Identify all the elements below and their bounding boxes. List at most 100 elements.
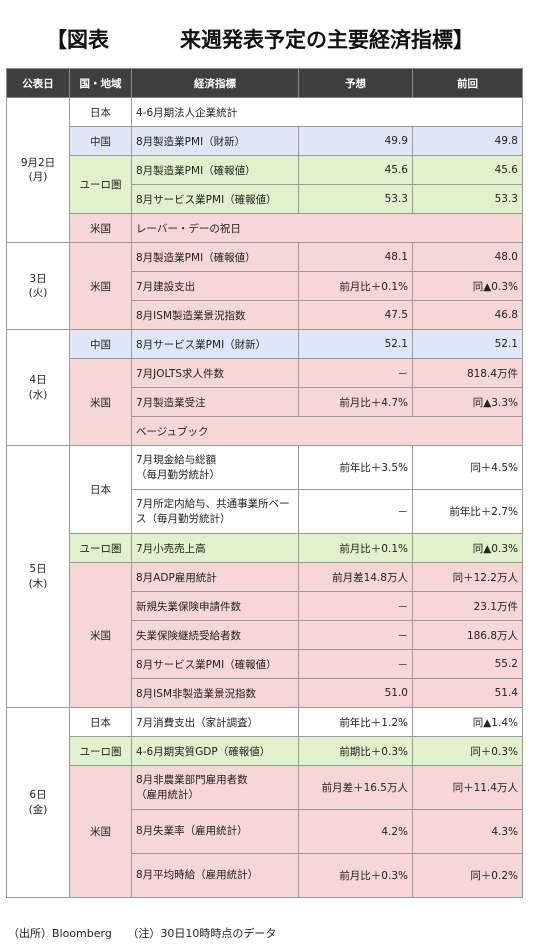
previous-value: 同▲0.3% <box>412 271 523 301</box>
title-text: 来週発表予定の主要経済指標】 <box>180 28 474 52</box>
table-row: ユーロ圏 8月製造業PMI（確報値） 45.6 45.6 <box>7 155 523 214</box>
region-cell: 米国 <box>69 358 132 446</box>
footer-source: （出所）Bloomberg <box>8 927 112 940</box>
date-cell: 3日 (火) <box>6 242 70 330</box>
table-row: 4日 (水) 中国 8月サービス業PMI（財新） 52.1 52.1 <box>6 329 523 446</box>
previous-value: 23.1万件 <box>412 591 523 621</box>
forecast-value: － <box>298 489 413 534</box>
table-row: 8月ISM非製造業景況指数 51.0 51.4 <box>7 678 523 708</box>
indicator-name: 8月平均時給（雇用統計） <box>131 853 299 898</box>
previous-value: 46.8 <box>412 300 523 330</box>
indicator-name: 8月製造業PMI（確報値） <box>131 242 299 272</box>
forecast-value: 前月比＋0.3% <box>298 853 413 898</box>
indicator-name: 4-6月期実質GDP（確報値） <box>131 736 299 766</box>
indicator-name: 7月製造業受注 <box>131 387 299 417</box>
forecast-value: 前月差14.8万人 <box>298 562 413 592</box>
table-row: 7月所定内給与、共通事業所ベース（毎月勤労統計）－前年比＋2.7% <box>7 489 523 534</box>
table-row: 米国 7月JOLTS求人件数－ 818.4万件 <box>7 358 523 446</box>
date-line: (月) <box>28 171 48 183</box>
previous-value: 4.3% <box>412 809 523 854</box>
forecast-value: 前月比＋0.1% <box>298 533 413 563</box>
indicator-name: 7月現金給与総額 （毎月勤労統計） <box>131 445 299 490</box>
region-cell: 米国 <box>69 213 132 243</box>
forecast-value: 49.9 <box>298 126 413 156</box>
forecast-value: － <box>298 358 413 388</box>
date-line: (火) <box>28 287 48 299</box>
indicator-name: 8月製造業PMI（確報値） <box>131 155 299 185</box>
date-cell: 6日 (金) <box>6 707 70 898</box>
forecast-value: 4.2% <box>298 809 413 854</box>
table-row: 米国 レーバー・デーの祝日 <box>7 213 523 243</box>
previous-value: 52.1 <box>412 329 523 359</box>
indicator-name: 8月ISM非製造業景況指数 <box>131 678 299 708</box>
previous-value: 同＋12.2万人 <box>412 562 523 592</box>
forecast-value: － <box>298 649 413 679</box>
previous-value: 818.4万件 <box>412 358 523 388</box>
forecast-value: 前月差＋16.5万人 <box>298 765 413 810</box>
forecast-value: － <box>298 591 413 621</box>
previous-value: 同＋11.4万人 <box>412 765 523 810</box>
report-title: 【図表 来週発表予定の主要経済指標】 <box>0 10 540 52</box>
table-row: ベージュブック <box>7 416 523 446</box>
forecast-value: 45.6 <box>298 155 413 185</box>
previous-value: 49.8 <box>412 126 523 156</box>
indicator-name: ベージュブック <box>131 416 523 446</box>
forecast-value: 前期比＋0.3% <box>298 736 413 766</box>
date-line: 5日 <box>29 563 47 576</box>
table-header-row: 公表日 国・地域 経済指標 予想 前回 <box>6 68 523 98</box>
table-row: 8月平均時給（雇用統計） 前月比＋0.3% 同＋0.2% <box>7 853 523 898</box>
indicator-name: 7月消費支出（家計調査） <box>131 707 299 737</box>
previous-value: 同▲1.4% <box>412 707 523 737</box>
indicator-table: 公表日 国・地域 経済指標 予想 前回 9月2日 (月) 日本 4-6月期法人企業統計… <box>6 68 523 898</box>
forecast-value: 前月比＋0.1% <box>298 271 413 301</box>
table-row: 8月サービス業PMI（確報値）－ 55.2 <box>7 649 523 679</box>
forecast-value: 前月比＋4.7% <box>298 387 413 417</box>
table-row: 7月製造業受注 前月比＋4.7% 同▲3.3% <box>7 387 523 417</box>
table-row: ユーロ圏 4-6月期実質GDP（確報値） 前期比＋0.3% 同＋0.3% <box>7 736 523 766</box>
indicator-name: 7月JOLTS求人件数 <box>131 358 299 388</box>
indicator-name: 新規失業保険申請件数 <box>131 591 299 621</box>
region-cell: 中国 <box>69 329 132 359</box>
table-row: 8月ISM製造業景況指数 47.5 46.8 <box>7 300 523 330</box>
indicator-name: レーバー・デーの祝日 <box>131 213 523 243</box>
region-cell: 日本 <box>69 97 132 127</box>
indicator-name: 失業保険継続受給者数 <box>131 620 299 650</box>
table-row: 8月失業率（雇用統計） 4.2% 4.3% <box>7 809 523 854</box>
indicator-name: 8月非農業部門雇用者数 （雇用統計） <box>131 765 299 810</box>
title-figure-label: 【図表 <box>46 28 109 52</box>
previous-value: 186.8万人 <box>412 620 523 650</box>
previous-value: 55.2 <box>412 649 523 679</box>
date-cell: 5日 (木) <box>6 445 70 708</box>
indicator-name: 8月サービス業PMI（財新） <box>131 329 299 359</box>
previous-value: 45.6 <box>412 155 523 185</box>
indicator-name: 7月所定内給与、共通事業所ベース（毎月勤労統計） <box>131 489 299 534</box>
region-cell: 米国 <box>69 562 132 708</box>
table-row: 失業保険継続受給者数－ 186.8万人 <box>7 620 523 650</box>
table-row: 米国 8月非農業部門雇用者数 （雇用統計） 前月差＋16.5万人 同＋11.4万人 <box>7 765 523 898</box>
region-cell: 米国 <box>69 242 132 330</box>
forecast-value: － <box>298 620 413 650</box>
previous-value: 同＋4.5% <box>412 445 523 490</box>
indicator-name: 8月失業率（雇用統計） <box>131 809 299 854</box>
previous-value: 51.4 <box>412 678 523 708</box>
indicator-name: 8月ADP雇用統計 <box>131 562 299 592</box>
table-row: 3日 (火) 米国 8月製造業PMI（確報値） 48.1 48.0 <box>6 242 523 330</box>
table-row: 6日 (金) 日本 7月消費支出（家計調査） 前年比＋1.2% 同▲1.4% <box>6 707 523 898</box>
date-line: (水) <box>28 388 48 401</box>
date-line: (木) <box>28 577 48 590</box>
table-row: 7月建設支出 前月比＋0.1% 同▲0.3% <box>7 271 523 301</box>
region-cell: ユーロ圏 <box>69 155 132 214</box>
date-line: 3日 <box>29 272 47 285</box>
date-cell: 9月2日 (月) <box>6 97 70 243</box>
header-indicator: 経済指標 <box>131 68 299 98</box>
previous-value: 前年比＋2.7% <box>412 489 523 534</box>
previous-value: 同＋0.3% <box>412 736 523 766</box>
region-cell: 中国 <box>69 126 132 156</box>
forecast-value: 前年比＋3.5% <box>298 445 413 490</box>
indicator-name: 7月小売売上高 <box>131 533 299 563</box>
table-body: 9月2日 (月) 日本 4-6月期法人企業統計 中国 8月製造業PMI（財新） 49.9 49… <box>6 97 523 898</box>
indicator-name: 8月ISM製造業景況指数 <box>131 300 299 330</box>
table-row: 中国 8月製造業PMI（財新） 49.9 49.8 <box>7 126 523 156</box>
region-cell: 米国 <box>69 765 132 898</box>
